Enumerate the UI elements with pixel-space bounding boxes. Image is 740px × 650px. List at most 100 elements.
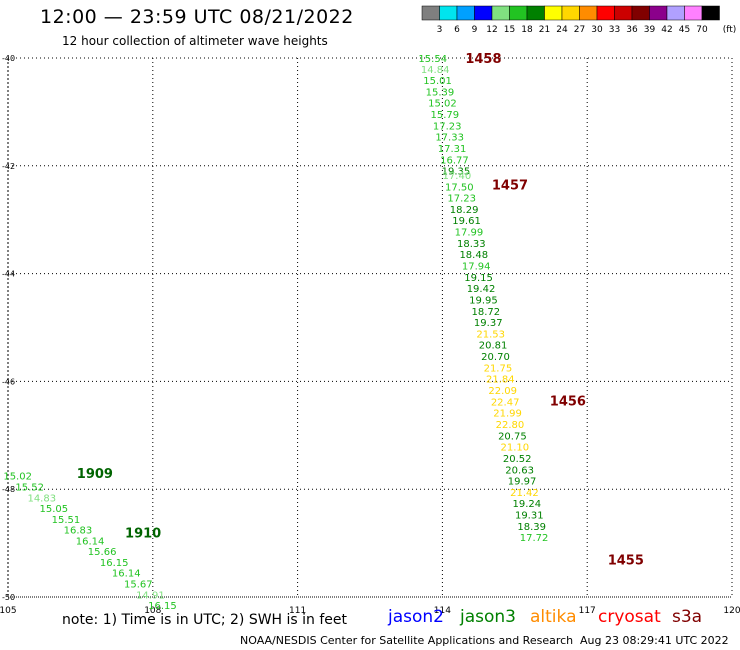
wave-height-value: 14.91 [136,590,165,601]
x-tick-label: 117 [579,606,596,616]
wave-height-value: 19.31 [515,511,544,522]
pass-time-label: 1458 [465,52,501,67]
legend-label: 6 [454,25,460,35]
wave-height-value: 19.24 [513,499,542,510]
wave-height-value: 14.83 [27,493,56,504]
satellite-name: jason3 [460,607,516,627]
wave-height-value: 20.52 [503,454,532,465]
y-tick-label: -48 [2,485,15,494]
wave-height-value: 19.97 [508,477,537,488]
pass-time-label: 1455 [608,553,644,568]
wave-height-value: 20.75 [498,431,527,442]
map-plot: 105 108 111 114 117 120 -40 -42 -44 -46 -48 -50 15.5… [0,52,740,616]
wave-height-value: 19.61 [452,216,481,227]
wave-height-value: 17.40 [443,171,472,182]
y-tick-label: -50 [2,593,15,602]
wave-height-value: 15.67 [124,580,153,591]
wave-height-value: 22.80 [496,420,525,431]
y-tick-label: -46 [2,377,15,386]
wave-height-value: 18.29 [450,205,479,216]
credit-text: NOAA/NESDIS Center for Satellite Applica… [240,634,574,647]
pass-time-label: 1457 [492,179,528,194]
wave-height-value: 15.51 [52,515,81,526]
wave-height-value: 21.10 [500,443,529,454]
wave-height-value: 15.05 [40,504,69,515]
y-tick-label: -42 [2,162,15,171]
pass-time-label: 1909 [77,467,113,482]
x-tick-label: 111 [289,606,306,616]
wave-height-value: 22.47 [491,397,520,408]
x-tick-label: 120 [723,606,740,616]
legend-label: 39 [644,25,656,35]
wave-height-value: 19.42 [467,284,496,295]
wave-height-value: 16.83 [64,526,93,537]
satellite-name: s3a [672,607,703,627]
legend-swatch [701,5,720,21]
wave-height-value: 21.99 [493,409,522,420]
legend-label: 15 [504,25,515,35]
wave-height-value: 18.39 [517,522,546,533]
satellite-name: altika [530,607,577,627]
wave-height-value: 22.09 [488,386,517,397]
wave-height-value: 15.66 [88,547,117,558]
wave-height-value: 20.81 [479,341,508,352]
legend-label: 21 [539,25,550,35]
wave-height-value: 21.53 [476,329,505,340]
wave-height-value: 18.33 [457,239,486,250]
x-tick-label: 105 [0,606,17,616]
wave-height-value: 17.31 [438,144,467,155]
wave-height-value: 16.15 [148,601,177,612]
legend-label: 33 [609,25,620,35]
legend-label: 70 [696,25,708,35]
x-tick-label: 114 [434,606,451,616]
legend-label: 45 [679,25,690,35]
legend-label: 12 [486,25,497,35]
color-legend: 3 6 9 12 15 18 21 24 27 30 33 36 39 42 45 70 (ft) [421,5,736,35]
wave-height-value: 16.77 [440,155,469,166]
legend-label: 24 [556,25,568,35]
wave-height-value: 21.84 [486,375,515,386]
wave-height-value: 15.01 [423,76,452,87]
timestamp-text: Aug 23 08:29:41 UTC 2022 [580,634,729,647]
plot-frame [7,57,733,598]
wave-height-value: 17.23 [447,194,476,205]
legend-label: 27 [574,25,585,35]
legend-label: 18 [521,25,533,35]
wave-height-value: 17.99 [455,228,484,239]
chart-subtitle: 12 hour collection of altimeter wave hei… [62,34,328,48]
wave-height-value: 19.95 [469,295,498,306]
wave-height-value: 20.63 [505,465,534,476]
satellite-name: jason2 [388,607,444,627]
legend-label: 30 [591,25,603,35]
pass-time-label: 1456 [550,394,586,409]
legend-label: 9 [472,25,478,35]
satellite-name: cryosat [598,607,661,627]
wave-height-value: 15.52 [15,483,44,494]
wave-height-value: 20.70 [481,352,510,363]
wave-height-value: 17.23 [433,121,462,132]
y-tick-label: -40 [2,54,15,63]
wave-height-value: 18.48 [459,250,488,261]
wave-height-value: 16.15 [100,558,129,569]
wave-height-value: 17.72 [520,533,549,544]
wave-height-value: 14.84 [421,65,450,76]
wave-height-value: 17.33 [435,133,464,144]
wave-height-value: 15.39 [426,87,455,98]
wave-height-value: 18.72 [472,307,501,318]
wave-height-value: 21.42 [510,488,539,499]
wave-height-value: 21.75 [484,363,513,374]
y-tick-label: -44 [2,270,15,279]
wave-height-value: 15.02 [3,472,32,483]
pass-time-label: 1910 [125,526,161,541]
wave-height-value: 17.94 [462,262,491,273]
legend-label: 42 [661,25,672,35]
chart-title: 12:00 — 23:59 UTC 08/21/2022 [40,6,354,28]
x-tick-label: 108 [144,606,161,616]
wave-height-value: 15.79 [430,110,459,121]
wave-height-value: 17.50 [445,182,474,193]
legend-label: 36 [626,25,638,35]
wave-height-value: 16.14 [76,536,105,547]
wave-height-value: 15.54 [418,54,447,65]
wave-height-value: 15.02 [428,99,457,110]
wave-height-value: 19.37 [474,318,503,329]
